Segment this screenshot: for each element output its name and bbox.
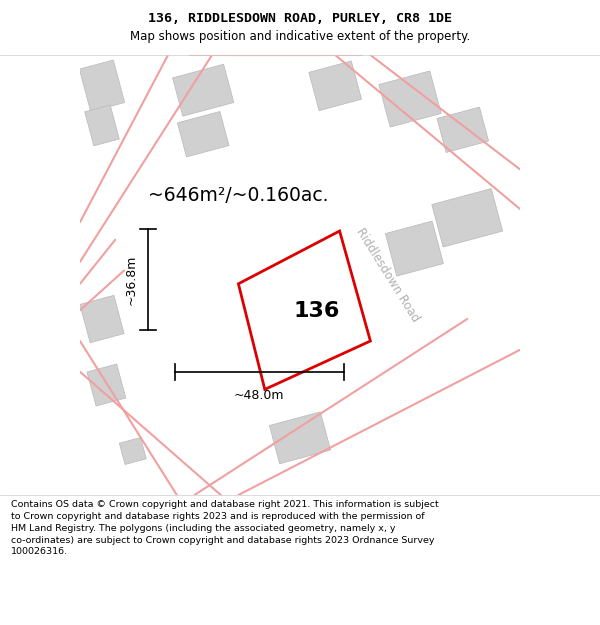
Polygon shape xyxy=(385,221,443,276)
Text: ~36.8m: ~36.8m xyxy=(124,254,137,304)
Polygon shape xyxy=(269,412,331,464)
Polygon shape xyxy=(437,107,488,152)
Polygon shape xyxy=(379,71,441,127)
Polygon shape xyxy=(178,111,229,157)
Polygon shape xyxy=(79,60,125,112)
Polygon shape xyxy=(432,189,503,247)
Text: 136: 136 xyxy=(293,301,340,321)
Text: Map shows position and indicative extent of the property.: Map shows position and indicative extent… xyxy=(130,30,470,43)
Polygon shape xyxy=(119,438,146,464)
Polygon shape xyxy=(173,64,234,116)
Polygon shape xyxy=(80,296,124,343)
Text: ~48.0m: ~48.0m xyxy=(234,389,284,402)
Polygon shape xyxy=(238,231,370,389)
Text: 136, RIDDLESDOWN ROAD, PURLEY, CR8 1DE: 136, RIDDLESDOWN ROAD, PURLEY, CR8 1DE xyxy=(148,12,452,25)
Text: Contains OS data © Crown copyright and database right 2021. This information is : Contains OS data © Crown copyright and d… xyxy=(11,500,439,556)
Text: ~646m²/~0.160ac.: ~646m²/~0.160ac. xyxy=(148,186,329,205)
Polygon shape xyxy=(309,61,362,111)
Polygon shape xyxy=(87,364,126,406)
Text: Riddlesdown Road: Riddlesdown Road xyxy=(354,226,422,324)
Polygon shape xyxy=(85,105,119,146)
